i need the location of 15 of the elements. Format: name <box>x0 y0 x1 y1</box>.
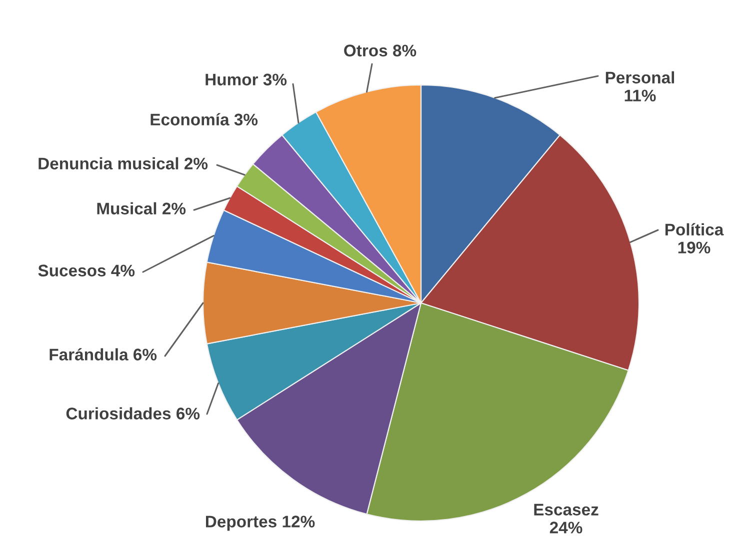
slice-label: Escasez <box>534 504 598 516</box>
data-label: 24% <box>550 522 582 534</box>
slice-label: Musical 2% <box>97 202 186 214</box>
slice-label: Curiosidades 6% <box>66 407 200 420</box>
slice-label: Humor 3% <box>206 74 287 86</box>
slice-label: Otros 8% <box>344 44 416 56</box>
slice-label: Deportes 12% <box>206 516 315 531</box>
slice-label: Personal <box>606 71 674 84</box>
slice-label: Economía 3% <box>150 113 258 126</box>
data-label: 19% <box>678 242 710 254</box>
slice-label: Política <box>665 223 724 236</box>
slice-label: Sucesos 4% <box>38 264 135 276</box>
slice-label: Farándula 6% <box>50 348 157 360</box>
data-label: 11% <box>624 90 656 102</box>
slice-label: Denuncia musical 2% <box>38 157 208 170</box>
